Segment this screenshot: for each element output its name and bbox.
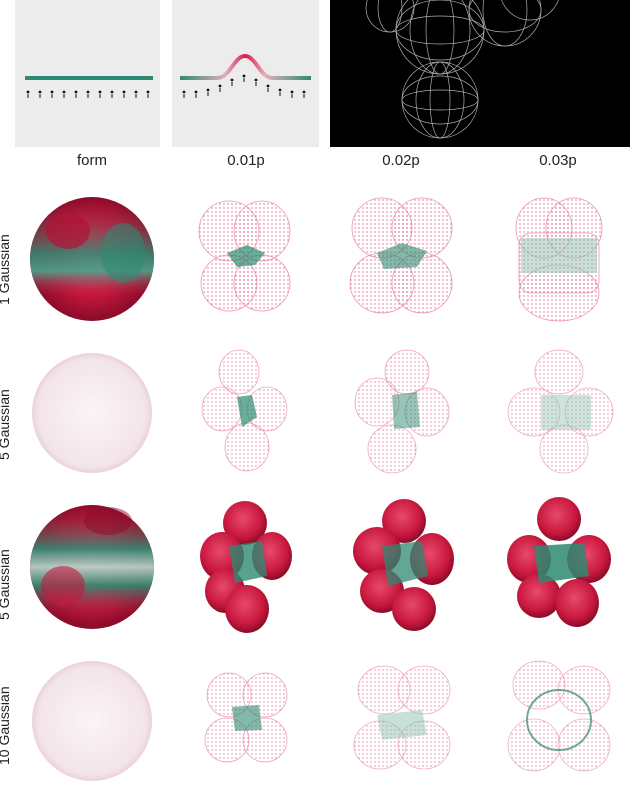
- cell-r4-form: [13, 645, 171, 797]
- column-label-0.03p: 0.03p: [539, 152, 577, 169]
- column-label-form: form: [77, 152, 107, 169]
- gaussian-dots: [182, 74, 306, 98]
- dotted-shape: [349, 197, 453, 314]
- wireframe-render-panel: [330, 0, 630, 147]
- point-marker: [218, 84, 222, 88]
- faint-sphere: [32, 353, 152, 473]
- point-marker: [146, 90, 150, 94]
- dotted-shape: [198, 200, 291, 312]
- row-label-1: 1 Gaussian: [0, 234, 10, 305]
- point-marker: [62, 90, 66, 94]
- cell-r4-0.03p: [479, 645, 630, 797]
- point-marker: [242, 74, 246, 78]
- cell-r2-0.03p: [479, 337, 630, 489]
- lobed-shape: [507, 497, 611, 627]
- point-marker: [74, 90, 78, 94]
- cell-r2-0.01p: [167, 337, 325, 489]
- flat-profile-diagram: [25, 76, 153, 98]
- dotted-shape: [201, 349, 288, 472]
- column-label-0.01p: 0.01p: [227, 152, 265, 169]
- point-marker: [134, 90, 138, 94]
- point-marker: [50, 90, 54, 94]
- dotted-shape: [515, 197, 603, 322]
- faint-sphere: [32, 661, 152, 781]
- point-marker: [206, 88, 210, 92]
- column-label-0.02p: 0.02p: [382, 152, 420, 169]
- cell-r1-0.01p: [167, 183, 325, 335]
- point-marker: [98, 90, 102, 94]
- cell-r4-0.01p: [167, 645, 325, 797]
- point-marker: [290, 90, 294, 94]
- dotted-shape: [507, 349, 614, 474]
- cell-r1-0.02p: [322, 183, 480, 335]
- point-marker: [230, 78, 234, 82]
- cell-r2-0.02p: [322, 337, 480, 489]
- gaussian-curve: [180, 53, 311, 80]
- point-marker: [266, 84, 270, 88]
- point-marker: [86, 90, 90, 94]
- cell-r1-form: [13, 183, 171, 335]
- cell-r3-0.01p: [167, 491, 325, 643]
- flat-dots: [26, 90, 150, 98]
- dotted-shape: [507, 660, 611, 772]
- point-marker: [194, 90, 198, 94]
- wireframe-spheres: [365, 0, 559, 139]
- lobed-shape: [353, 499, 454, 631]
- point-marker: [182, 90, 186, 94]
- row-label-3: 5 Gaussian: [0, 549, 10, 620]
- dotted-shape: [353, 665, 451, 770]
- point-marker: [302, 90, 306, 94]
- row-label-2: 5 Gaussian: [0, 389, 10, 460]
- cell-r3-form: [13, 491, 171, 643]
- colored-sphere: [30, 505, 154, 629]
- point-marker: [254, 78, 258, 82]
- point-marker: [110, 90, 114, 94]
- gaussian-profile-panel: [172, 0, 319, 147]
- cell-r2-form: [13, 337, 171, 489]
- point-marker: [122, 90, 126, 94]
- flat-profile-panel: [15, 0, 160, 147]
- dotted-shape: [204, 672, 288, 763]
- point-marker: [278, 88, 282, 92]
- colored-sphere: [30, 197, 154, 321]
- dotted-shape: [354, 349, 450, 474]
- cell-r3-0.03p: [479, 491, 630, 643]
- gaussian-profile-diagram: [180, 53, 311, 98]
- row-label-4: 10 Gaussian: [0, 686, 10, 765]
- point-marker: [26, 90, 30, 94]
- cell-r1-0.03p: [479, 183, 630, 335]
- cell-r3-0.02p: [322, 491, 480, 643]
- cell-r4-0.02p: [322, 645, 480, 797]
- point-marker: [38, 90, 42, 94]
- lobed-shape: [200, 501, 292, 633]
